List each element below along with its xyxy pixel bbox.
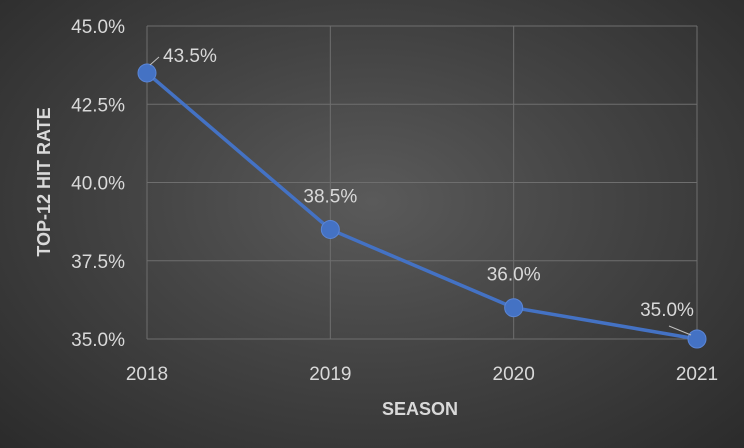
data-point (687, 329, 707, 349)
data-label: 38.5% (303, 186, 357, 207)
y-tick-label: 42.5% (71, 95, 125, 116)
x-axis-title: SEASON (382, 399, 458, 419)
x-tick-label: 2020 (493, 364, 535, 385)
data-label: 36.0% (487, 265, 541, 286)
data-labels: 43.5% 38.5% 36.0% 35.0% (149, 46, 694, 336)
data-point (320, 219, 340, 239)
data-label: 43.5% (163, 46, 217, 67)
x-tick-label: 2021 (676, 364, 718, 385)
data-point (137, 63, 157, 83)
y-tick-label: 45.0% (71, 17, 125, 38)
x-tick-label: 2018 (126, 364, 168, 385)
y-tick-label: 40.0% (71, 174, 125, 195)
y-axis-ticks: 35.0% 37.5% 40.0% 42.5% 45.0% (71, 17, 125, 351)
y-tick-label: 37.5% (71, 252, 125, 273)
data-point (504, 298, 524, 318)
label-leader-line (668, 325, 692, 336)
x-tick-label: 2019 (309, 364, 351, 385)
y-axis-title: TOP-12 HIT RATE (34, 107, 54, 256)
y-tick-label: 35.0% (71, 330, 125, 351)
x-axis-ticks: 2018 2019 2020 2021 (126, 364, 718, 385)
label-leader-line (149, 56, 160, 66)
series-line (145, 71, 698, 341)
series-layer (137, 63, 707, 349)
data-label: 35.0% (640, 300, 694, 321)
gridlines (146, 25, 698, 340)
